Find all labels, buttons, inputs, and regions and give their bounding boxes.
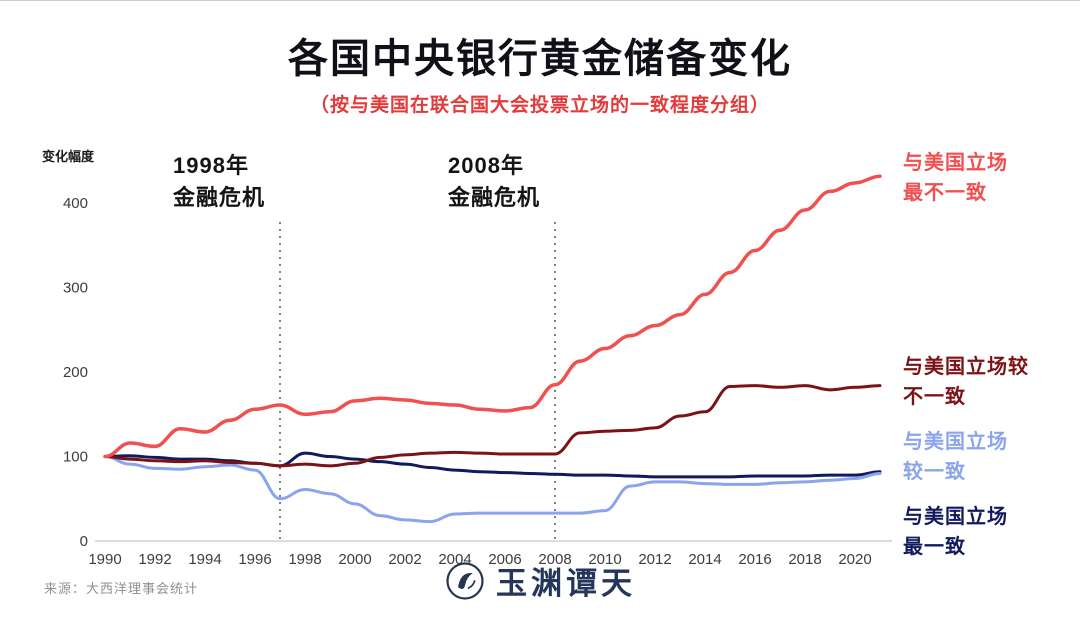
y-tick-label: 100 — [63, 449, 88, 466]
crisis-annotation-line: 金融危机 — [448, 185, 541, 210]
x-tick-label: 2010 — [588, 551, 621, 568]
series-label: 与美国立场较 不一致 — [903, 352, 1078, 412]
source-note: 来源：大西洋理事会统计 — [44, 581, 199, 596]
series-label-line: 最不一致 — [903, 182, 987, 204]
x-tick-label: 1992 — [138, 551, 171, 568]
series-label-line: 较一致 — [903, 461, 966, 483]
x-tick-label: 1998 — [288, 551, 321, 568]
series-label: 与美国立场 最不一致 — [903, 148, 1078, 208]
crisis-annotation: 2008年金融危机 — [448, 150, 598, 214]
x-tick-label: 1990 — [88, 551, 121, 568]
logo: 玉渊谭天 — [444, 558, 636, 603]
crisis-annotation-line: 2008年 — [448, 153, 524, 178]
x-tick-label: 2000 — [338, 551, 371, 568]
logo-text: 玉渊谭天 — [496, 566, 636, 601]
y-tick-label: 200 — [63, 364, 88, 381]
x-tick-label: 2020 — [838, 551, 871, 568]
series-line — [103, 174, 882, 459]
series-label-line: 与美国立场较 — [903, 356, 1029, 378]
x-tick-label: 2014 — [688, 551, 721, 568]
x-tick-label: 2016 — [738, 551, 771, 568]
crisis-annotation: 1998年金融危机 — [173, 150, 323, 214]
series-label: 与美国立场 较一致 — [903, 427, 1078, 487]
top-divider — [0, 0, 1080, 1]
series-label-line: 与美国立场 — [903, 431, 1008, 453]
page-title: 各国中央银行黄金储备变化 — [288, 37, 792, 81]
series-line — [103, 384, 882, 468]
x-tick-label: 2002 — [388, 551, 421, 568]
y-tick-label: 300 — [63, 280, 88, 297]
series-label-line: 与美国立场 — [903, 506, 1008, 528]
x-tick-label: 1996 — [238, 551, 271, 568]
crisis-annotation-line: 金融危机 — [173, 185, 266, 210]
series-label-line: 最一致 — [903, 536, 966, 558]
x-tick-label: 2018 — [788, 551, 821, 568]
y-tick-label: 0 — [80, 533, 88, 550]
crisis-annotation-line: 1998年 — [173, 153, 249, 178]
series-label-line: 不一致 — [903, 386, 966, 408]
series-label: 与美国立场 最一致 — [903, 502, 1078, 562]
logo-icon — [446, 561, 484, 600]
series-label-line: 与美国立场 — [903, 152, 1008, 174]
series-line — [103, 451, 882, 479]
y-axis-label: 变化幅度 — [42, 149, 95, 164]
x-tick-label: 1994 — [188, 551, 221, 568]
y-tick-label: 400 — [63, 195, 88, 212]
page-subtitle: （按与美国在联合国大会投票立场的一致程度分组） — [309, 95, 770, 116]
x-tick-label: 2012 — [638, 551, 671, 568]
series-line — [103, 455, 882, 524]
x-tick-label: 2008 — [538, 551, 571, 568]
x-tick-label: 2006 — [488, 551, 521, 568]
